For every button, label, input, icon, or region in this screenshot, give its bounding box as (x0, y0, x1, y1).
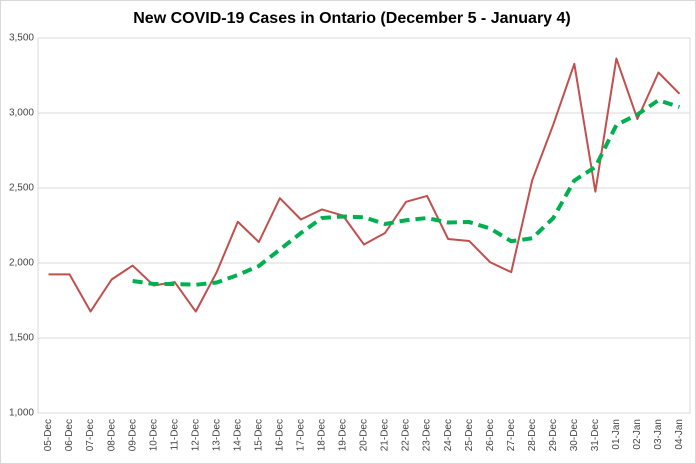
x-tick-label: 26-Dec (485, 419, 496, 451)
x-tick-label: 19-Dec (338, 419, 349, 451)
x-tick-label: 15-Dec (253, 419, 264, 451)
x-tick-label: 24-Dec (443, 419, 454, 451)
y-tick-label: 1,000 (9, 408, 34, 419)
x-tick-label: 16-Dec (275, 419, 286, 451)
x-tick-label: 01-Jan (611, 419, 622, 450)
x-tick-label: 25-Dec (464, 419, 475, 451)
y-tick-label: 3,000 (9, 108, 34, 119)
x-tick-label: 07-Dec (85, 419, 96, 451)
y-tick-label: 2,000 (9, 258, 34, 269)
x-tick-label: 03-Jan (653, 419, 664, 450)
series-line (132, 98, 681, 287)
x-tick-label: 30-Dec (569, 419, 580, 451)
x-tick-label: 08-Dec (106, 419, 117, 451)
x-tick-label: 20-Dec (359, 419, 370, 451)
x-tick-label: 21-Dec (380, 419, 391, 451)
x-tick-label: 02-Jan (632, 419, 643, 450)
y-tick-label: 3,500 (9, 33, 34, 44)
y-tick-label: 2,500 (9, 183, 34, 194)
x-tick-label: 23-Dec (422, 419, 433, 451)
x-tick-label: 29-Dec (548, 419, 559, 451)
chart-title: New COVID-19 Cases in Ontario (December … (133, 10, 570, 27)
x-tick-label: 17-Dec (296, 419, 307, 451)
x-tick-label: 11-Dec (169, 419, 180, 451)
x-tick-label: 12-Dec (190, 419, 201, 451)
x-tick-label: 28-Dec (527, 419, 538, 451)
y-tick-label: 1,500 (9, 333, 34, 344)
x-tick-label: 13-Dec (211, 419, 222, 451)
x-tick-label: 09-Dec (127, 419, 138, 451)
x-tick-label: 10-Dec (148, 419, 159, 451)
x-tick-label: 31-Dec (590, 419, 601, 451)
x-tick-label: 14-Dec (232, 419, 243, 451)
x-tick-label: 05-Dec (43, 419, 54, 451)
x-tick-label: 27-Dec (506, 419, 517, 451)
x-tick-label: 06-Dec (64, 419, 75, 451)
x-tick-label: 04-Jan (674, 419, 685, 450)
x-tick-label: 22-Dec (401, 419, 412, 451)
x-tick-label: 18-Dec (317, 419, 328, 451)
